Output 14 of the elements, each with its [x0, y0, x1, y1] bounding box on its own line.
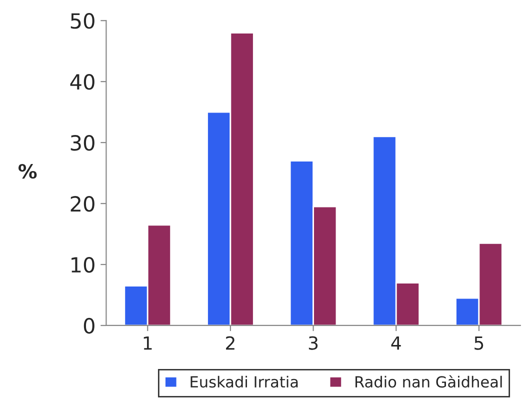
x-tick-label: 5	[474, 336, 484, 350]
legend-label: Euskadi Irratia	[190, 376, 298, 388]
legend-label: Radio nan Gàidheal	[356, 375, 502, 388]
x-tick-label: 2	[226, 336, 234, 350]
x-tick-label: 4	[391, 336, 401, 350]
x-tick-label: 1	[144, 336, 152, 350]
y-tick-label: 20	[70, 196, 94, 212]
y-tick-label: 10	[72, 256, 94, 273]
y-tick-label: 30	[70, 135, 94, 151]
y-tick-label: 0	[84, 318, 94, 334]
x-tick-label: 3	[308, 336, 318, 350]
y-tick-label: 50	[70, 13, 94, 29]
y-tick-label: 40	[70, 74, 94, 90]
y-axis-title: %	[18, 164, 37, 179]
